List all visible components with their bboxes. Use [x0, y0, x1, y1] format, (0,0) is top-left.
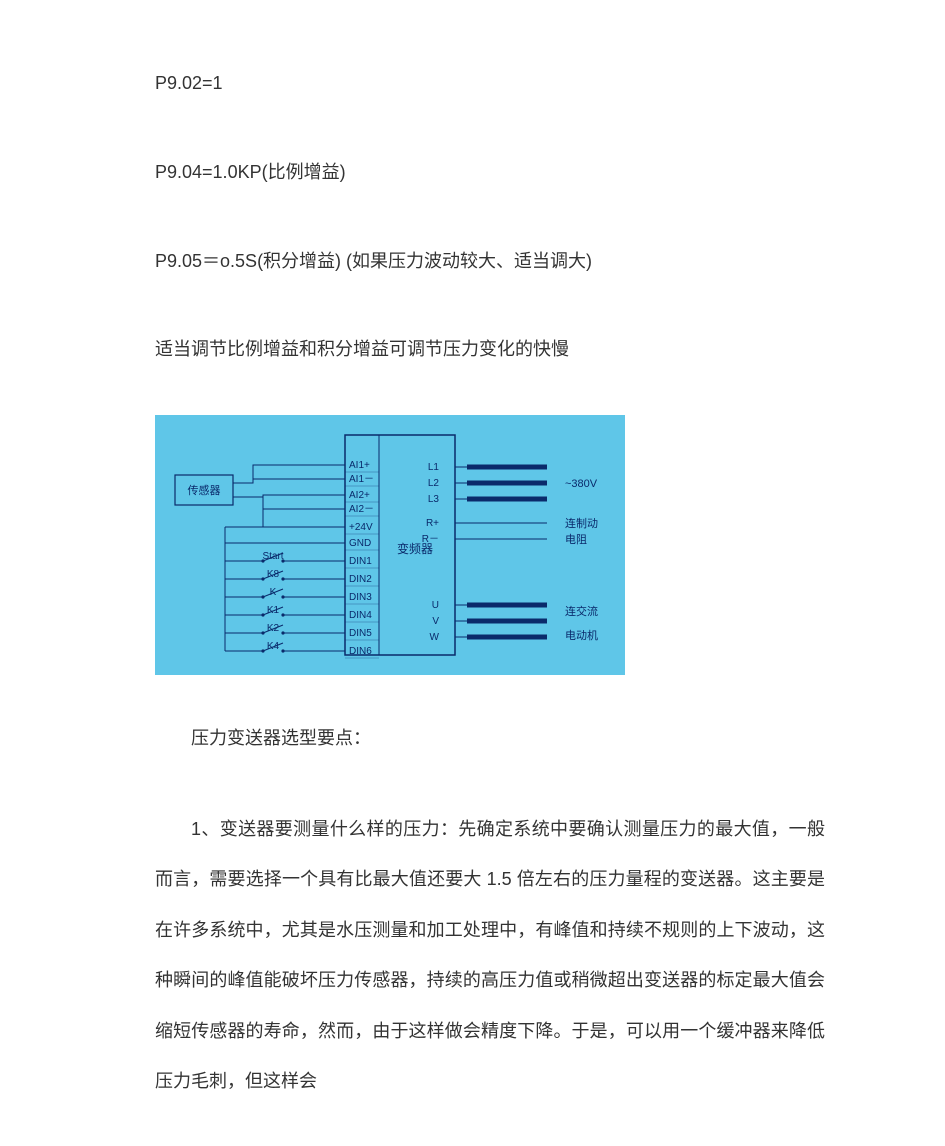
document-page: P9.02=1 P9.04=1.0KP(比例增益) P9.05＝o.5S(积分增… — [0, 0, 945, 1146]
svg-text:DIN3: DIN3 — [349, 592, 372, 603]
svg-text:AI2－: AI2－ — [349, 504, 374, 515]
svg-text:DIN1: DIN1 — [349, 556, 372, 567]
svg-text:K1: K1 — [267, 605, 280, 616]
param-p902: P9.02=1 — [155, 60, 825, 107]
svg-text:R+: R+ — [426, 518, 439, 529]
svg-text:R－: R－ — [422, 534, 439, 545]
svg-text:Start: Start — [262, 551, 283, 562]
svg-text:K8: K8 — [267, 569, 280, 580]
param-p904: P9.04=1.0KP(比例增益) — [155, 149, 825, 196]
svg-text:W: W — [430, 632, 440, 643]
svg-text:连交流: 连交流 — [565, 604, 598, 618]
wiring-diagram: 变频器AI1+AI1－AI2+AI2－+24VGNDDIN1DIN2DIN3DI… — [155, 415, 825, 675]
svg-text:~380V: ~380V — [565, 478, 598, 490]
svg-text:L3: L3 — [428, 494, 440, 505]
svg-text:K: K — [270, 587, 277, 598]
svg-text:V: V — [432, 616, 439, 627]
svg-text:K2: K2 — [267, 623, 280, 634]
svg-text:AI1+: AI1+ — [349, 460, 370, 471]
body-text: 压力变送器选型要点： 1、变送器要测量什么样的压力：先确定系统中要确认测量压力的… — [155, 715, 825, 1106]
section-para-1: 1、变送器要测量什么样的压力：先确定系统中要确认测量压力的最大值，一般而言，需要… — [155, 804, 825, 1106]
svg-text:DIN2: DIN2 — [349, 574, 372, 585]
svg-text:GND: GND — [349, 538, 371, 549]
svg-text:+24V: +24V — [349, 522, 373, 533]
svg-text:L2: L2 — [428, 478, 440, 489]
svg-text:U: U — [432, 600, 439, 611]
svg-text:AI1－: AI1－ — [349, 474, 374, 485]
svg-text:L1: L1 — [428, 462, 440, 473]
inverter-wiring-svg: 变频器AI1+AI1－AI2+AI2－+24VGNDDIN1DIN2DIN3DI… — [155, 415, 625, 675]
param-p905: P9.05＝o.5S(积分增益) (如果压力波动较大、适当调大) — [155, 238, 825, 285]
svg-text:连制动: 连制动 — [565, 517, 598, 530]
section-heading: 压力变送器选型要点： — [155, 715, 825, 762]
svg-text:K4: K4 — [267, 641, 280, 652]
svg-text:传感器: 传感器 — [188, 484, 221, 497]
svg-text:DIN5: DIN5 — [349, 628, 372, 639]
svg-text:DIN4: DIN4 — [349, 610, 372, 621]
param-note: 适当调节比例增益和积分增益可调节压力变化的快慢 — [155, 326, 825, 373]
svg-text:电阻: 电阻 — [565, 533, 587, 546]
svg-text:电动机: 电动机 — [565, 628, 598, 642]
svg-text:AI2+: AI2+ — [349, 490, 370, 501]
svg-text:DIN6: DIN6 — [349, 646, 372, 657]
